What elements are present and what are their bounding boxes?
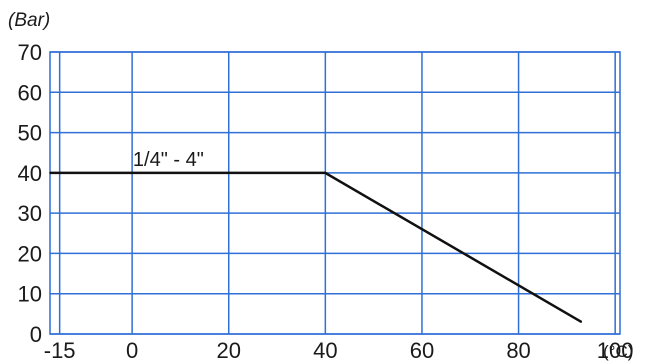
y-axis-unit-label: (Bar) <box>8 10 50 31</box>
x-axis-unit-label: (°C) <box>603 342 633 361</box>
y-tick-label: 70 <box>18 40 42 65</box>
series-line <box>50 171 583 323</box>
x-tick-label: 100 <box>597 338 634 361</box>
y-tick-label: 30 <box>18 201 42 226</box>
x-tick-label: 20 <box>216 338 240 361</box>
y-tick-label: 50 <box>18 121 42 146</box>
series-point <box>49 172 51 174</box>
y-tick-label: 10 <box>18 282 42 307</box>
plot-frame <box>49 51 621 335</box>
x-tick-label: 0 <box>126 338 138 361</box>
y-tick-label: 20 <box>18 241 42 266</box>
x-tick-label: 80 <box>506 338 530 361</box>
x-tick-label: 60 <box>410 338 434 361</box>
grid <box>49 51 621 335</box>
x-tick-label: -15 <box>44 338 76 361</box>
x-tick-label: 40 <box>313 338 337 361</box>
y-tick-label: 60 <box>18 80 42 105</box>
series-point <box>324 172 327 174</box>
series-point <box>580 321 583 323</box>
series-label: 1/4" - 4" <box>133 149 204 171</box>
y-tick-label: 40 <box>18 161 42 186</box>
series-lines <box>49 171 583 323</box>
y-tick-label: 0 <box>30 322 42 347</box>
